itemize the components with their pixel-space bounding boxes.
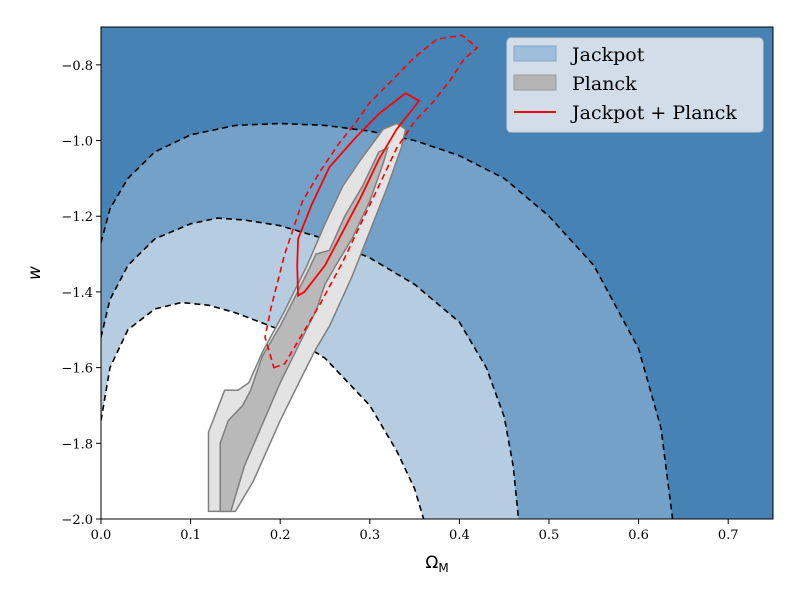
x-tick-label: 0.4 bbox=[449, 528, 470, 543]
y-tick-label: −1.2 bbox=[61, 210, 93, 225]
x-axis-label-main: Ω bbox=[425, 553, 438, 573]
x-tick-label: 0.5 bbox=[539, 528, 560, 543]
legend-label-planck: Planck bbox=[572, 73, 637, 95]
y-axis: −2.0 −1.8 −1.6 −1.4 −1.2 −1.0 −0.8 bbox=[61, 59, 101, 528]
legend: Jackpot Planck Jackpot + Planck bbox=[506, 37, 764, 133]
y-tick-label: −1.4 bbox=[61, 286, 93, 301]
plot-frame bbox=[100, 26, 774, 520]
legend-swatch-planck bbox=[513, 74, 557, 91]
x-axis-label: ΩM bbox=[425, 553, 448, 575]
jackpot-3sigma-contour bbox=[101, 122, 674, 519]
y-axis-label: w bbox=[25, 266, 45, 280]
y-tick-label: −0.8 bbox=[61, 59, 93, 74]
legend-swatch-jackpot bbox=[513, 45, 557, 62]
legend-label-jackpot: Jackpot bbox=[570, 44, 645, 66]
x-tick-label: 0.1 bbox=[180, 528, 201, 543]
x-tick-label: 0.3 bbox=[359, 528, 380, 543]
x-axis: 0.0 0.1 0.2 0.3 0.4 0.5 0.6 0.7 bbox=[91, 519, 739, 543]
x-tick-label: 0.0 bbox=[91, 528, 112, 543]
y-tick-label: −1.8 bbox=[61, 437, 93, 452]
legend-box bbox=[506, 37, 764, 133]
x-axis-label-subscript: M bbox=[438, 561, 448, 575]
x-tick-label: 0.7 bbox=[718, 528, 739, 543]
y-tick-label: −1.0 bbox=[61, 135, 93, 150]
combined-outer-contour bbox=[264, 34, 479, 369]
x-tick-label: 0.6 bbox=[628, 528, 649, 543]
y-tick-label: −2.0 bbox=[61, 513, 93, 528]
y-tick-label: −1.6 bbox=[61, 362, 93, 377]
combined-inner-contour bbox=[296, 92, 421, 298]
x-tick-label: 0.2 bbox=[270, 528, 291, 543]
legend-label-combined: Jackpot + Planck bbox=[570, 102, 737, 124]
jackpot-1sigma-contour bbox=[101, 301, 425, 519]
